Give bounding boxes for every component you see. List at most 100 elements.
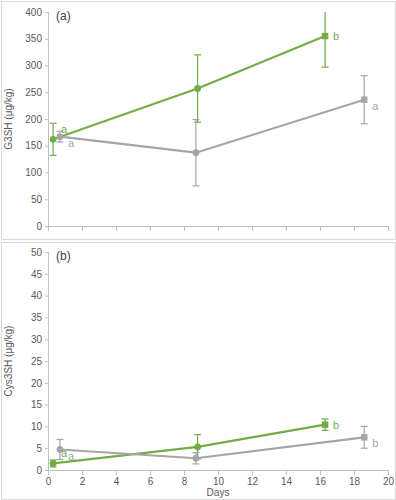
point-label: a [68,137,75,149]
x-tick-mark [116,470,117,475]
error-bar-cap [361,426,368,427]
x-tick: 20 [383,470,395,487]
plot-area [50,12,368,186]
point-label: a [68,450,75,462]
y-tick-label: 20 [31,378,43,389]
y-tick-mark [45,66,48,67]
series-line [60,100,364,153]
x-axis: 02468101214161820 [46,470,395,487]
error-bar-cap [322,67,329,68]
error-bar-cap [192,119,199,120]
y-axis: 050100150200250300350400 [25,7,48,232]
x-tick-mark [184,226,185,231]
x-tick [184,226,185,231]
y-tick-mark [45,119,48,120]
x-tick-mark [354,226,355,231]
x-tick-label: 18 [349,476,361,487]
y-tick-label: 50 [31,247,43,258]
y-tick-label: 5 [36,443,42,454]
y-tick-label: 0 [36,221,42,232]
y-tick: 30 [31,334,48,345]
figure: 050100150200250300350400(a)G3SH (μg/kg)a… [0,0,396,500]
x-tick-mark [82,226,83,231]
data-point [50,136,57,143]
data-point [322,421,328,427]
error-bar-cap [361,75,368,76]
error-bar [361,76,368,124]
x-tick: 12 [247,470,259,487]
error-bar-cap [50,155,57,156]
x-tick [320,226,321,231]
y-tick: 5 [36,443,48,454]
y-tick-label: 0 [36,465,42,476]
x-tick-label: 8 [182,476,188,487]
error-bar-cap [194,434,201,435]
x-tick-mark [82,470,83,475]
x-tick: 2 [80,470,86,487]
y-tick: 200 [25,114,48,125]
y-tick-mark [45,383,48,384]
error-bar-line [325,12,326,67]
x-axis-title: Days [207,487,230,498]
point-label: b [333,419,339,431]
series-line [60,437,364,458]
x-tick [388,226,389,231]
data-point [50,460,57,467]
x-tick-mark [218,470,219,475]
x-tick-label: 4 [114,476,120,487]
error-bar-cap [56,439,63,440]
error-bar [50,460,57,467]
x-axis-line [49,471,389,476]
x-tick [82,226,83,231]
x-tick-label: 0 [46,476,52,487]
x-tick [218,226,219,231]
x-tick-mark [320,226,321,231]
y-tick-mark [45,361,48,362]
y-tick: 40 [31,290,48,301]
y-tick-mark [45,426,48,427]
y-tick: 15 [31,399,48,410]
x-tick-label: 20 [383,476,395,487]
error-bar [194,55,201,122]
data-point [193,455,200,462]
x-tick-mark [184,470,185,475]
error-bar-cap [192,452,199,453]
error-bar-cap [361,448,368,449]
y-tick-label: 200 [25,114,42,125]
error-bar [192,453,199,464]
y-tick-mark [45,39,48,40]
y-tick-mark [45,317,48,318]
point-label: b [333,30,339,42]
y-tick-label: 50 [31,194,43,205]
x-tick [252,226,253,231]
data-point [361,434,367,440]
x-tick: 4 [114,470,120,487]
y-tick: 350 [25,33,48,44]
y-tick-label: 250 [25,87,42,98]
x-tick [286,226,287,231]
y-tick: 45 [31,269,48,280]
x-axis-line [49,227,389,232]
point-label: b [372,437,378,449]
y-tick-label: 350 [25,33,42,44]
x-tick-mark [252,470,253,475]
data-point [193,149,200,156]
x-tick-label: 10 [213,476,225,487]
y-tick: 400 [25,7,48,18]
y-tick-label: 400 [25,7,42,18]
point-label: a [61,123,68,135]
x-tick [116,226,117,231]
y-tick: 0 [36,221,48,232]
x-tick-mark [286,470,287,475]
x-tick-mark [320,470,321,475]
panel-frame [2,243,396,500]
x-tick [354,226,355,231]
x-tick-mark [150,470,151,475]
y-axis: 05101520253035404550 [31,247,49,476]
y-tick: 150 [25,140,48,151]
y-tick-mark [45,92,48,93]
y-tick-label: 25 [31,356,43,367]
y-axis-title: Cys3SH (μg/kg) [3,326,14,397]
y-tick: 20 [31,378,48,389]
x-tick-mark [150,226,151,231]
